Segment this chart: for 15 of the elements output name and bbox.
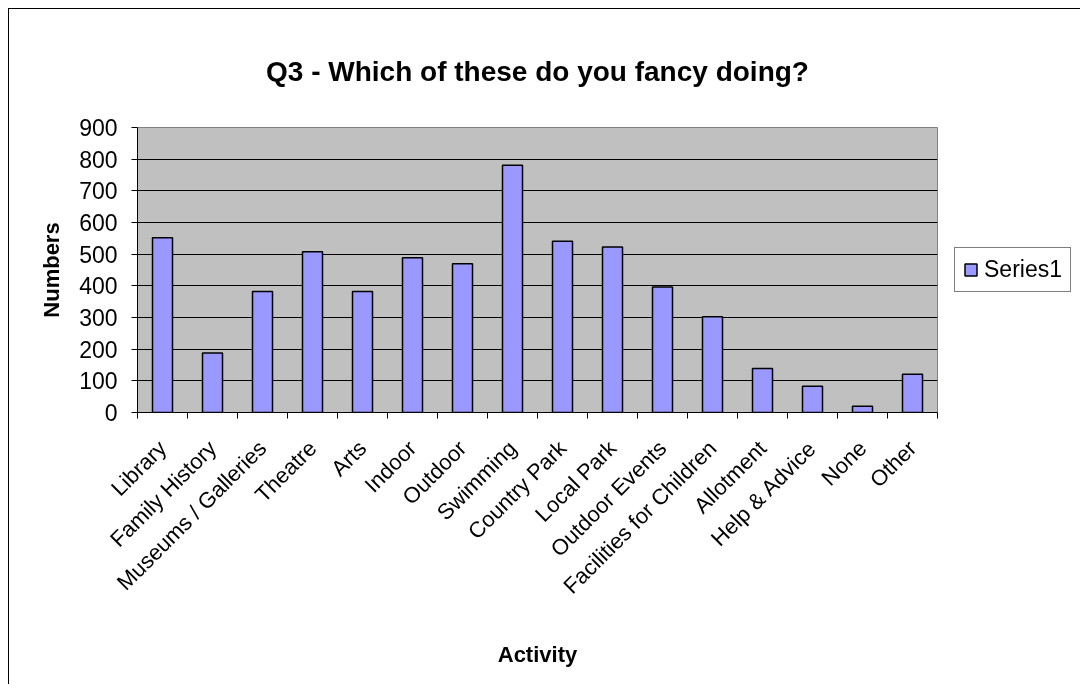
chart-title: Q3 - Which of these do you fancy doing? bbox=[266, 55, 809, 87]
y-axis-title: Numbers bbox=[39, 222, 65, 318]
y-tick-label: 900 bbox=[79, 115, 118, 141]
y-tick-label: 0 bbox=[104, 400, 118, 426]
y-tick-label: 400 bbox=[79, 273, 118, 300]
legend-label: Series1 bbox=[984, 256, 1062, 283]
y-tick-label: 200 bbox=[79, 336, 118, 363]
x-axis-title: Activity bbox=[497, 642, 578, 668]
y-tick-label: 700 bbox=[79, 178, 118, 205]
y-tick-label: 300 bbox=[79, 305, 118, 331]
x-tick-label: Arts bbox=[326, 435, 372, 481]
y-tick-label: 100 bbox=[79, 368, 118, 395]
y-tick-label: 800 bbox=[79, 146, 118, 173]
y-tick-label: 500 bbox=[79, 241, 118, 268]
y-tick-label: 600 bbox=[79, 210, 118, 236]
